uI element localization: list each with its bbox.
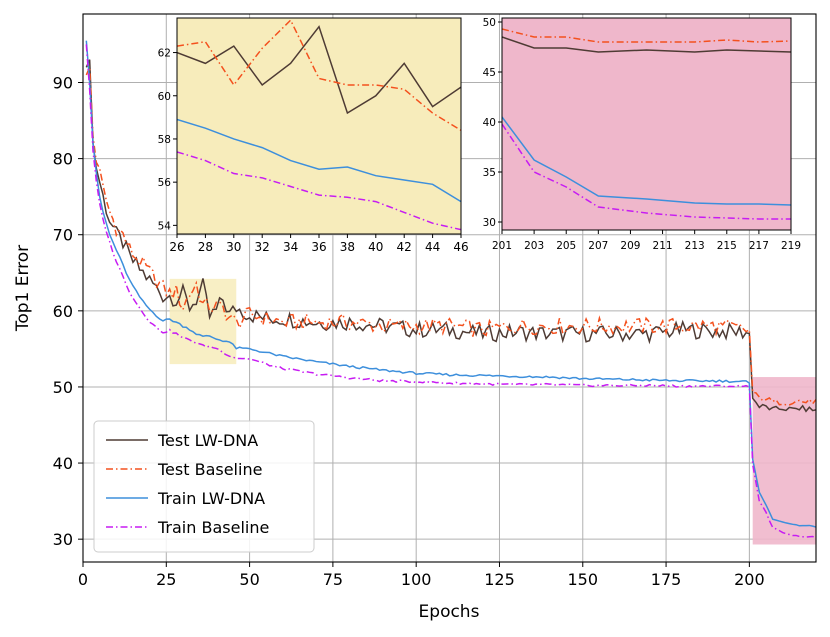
y-axis-label: Top1 Error	[13, 245, 33, 332]
inset-2-background	[502, 18, 791, 230]
inset-1-x-tick-label-30: 30	[226, 240, 241, 254]
inset-2-x-tick-label-203: 203	[524, 240, 544, 252]
inset-early: 26 28 30 32 34 36 38 40 42 44 46 54 56 58 60 62	[158, 17, 469, 254]
series-line-train-lw-dna	[85, 40, 817, 528]
inset-1-x-tick-label-34: 34	[283, 240, 298, 254]
inset-1-y-tick-label-56: 56	[158, 177, 172, 189]
x-tick-label-100: 100	[401, 570, 432, 589]
inset-2-x-tick-label-213: 213	[685, 240, 705, 252]
y-tick-label-30: 30	[53, 530, 73, 549]
inset-1-x-tick-label-28: 28	[198, 240, 213, 254]
inset-1-x-tick-label-36: 36	[311, 240, 326, 254]
inset-1-x-tick-label-32: 32	[255, 240, 270, 254]
legend-entry-test-baseline: Test Baseline	[106, 460, 262, 479]
x-tick-label-25: 25	[156, 570, 176, 589]
inset-2-x-tick-label-209: 209	[620, 240, 640, 252]
main-plot-frame	[82, 13, 817, 563]
x-tick-label-0: 0	[78, 570, 88, 589]
inset-2-y-tick-label-45: 45	[483, 67, 496, 79]
legend-label-train-baseline: Train Baseline	[157, 518, 269, 537]
inset-2-line-train-lw-dna	[502, 116, 791, 206]
inset-1-line-train-lw-dna	[177, 118, 461, 203]
legend-entry-train-baseline: Train Baseline	[106, 518, 269, 537]
y-tick-label-60: 60	[53, 302, 73, 321]
y-tick-label-40: 40	[53, 454, 73, 473]
inset-1-x-tick-label-42: 42	[397, 240, 412, 254]
y-tick-label-70: 70	[53, 226, 73, 245]
x-tick-label-150: 150	[567, 570, 598, 589]
inset-2-x-tick-label-211: 211	[653, 240, 673, 252]
inset-2-x-tick-label-217: 217	[749, 240, 769, 252]
legend-label-train-lw-dna: Train LW-DNA	[157, 489, 265, 508]
inset-2-line-test-lw-dna	[502, 36, 791, 53]
inset-2-x-tick-label-207: 207	[588, 240, 608, 252]
inset-2-y-tick-label-40: 40	[483, 117, 496, 129]
inset-2-y-tick-label-50: 50	[483, 17, 496, 29]
inset-1-line-test-baseline	[177, 18, 461, 131]
inset-1-x-tick-label-26: 26	[169, 240, 184, 254]
inset-1-background	[177, 18, 461, 234]
inset-2-x-tick-label-205: 205	[556, 240, 576, 252]
inset-1-x-tick-label-46: 46	[453, 240, 468, 254]
inset-2-x-tick-label-215: 215	[717, 240, 737, 252]
inset-2-x-tick-label-201: 201	[492, 240, 512, 252]
x-axis-label: Epochs	[419, 602, 480, 622]
inset-2-y-tick-label-30: 30	[483, 217, 496, 229]
inset-2-frame	[501, 17, 792, 231]
series-line-train-baseline	[85, 44, 817, 539]
inset-1-line-test-lw-dna	[177, 25, 461, 115]
y-tick-label-50: 50	[53, 378, 73, 397]
inset-1-y-tick-label-62: 62	[158, 48, 171, 60]
y-tick-label-90: 90	[53, 74, 73, 93]
series-line-test-baseline	[85, 66, 817, 406]
inset-1-y-tick-label-54: 54	[158, 220, 172, 232]
x-tick-label-75: 75	[323, 570, 343, 589]
inset-2-series	[502, 28, 791, 220]
x-tick-label-50: 50	[239, 570, 259, 589]
inset-late: 201 203 205 207 209 211 213 215 217 219 30 35 40 45 50	[483, 17, 801, 252]
main-series	[85, 40, 817, 539]
inset-1-y-tick-label-60: 60	[158, 91, 171, 103]
inset-2-line-train-baseline	[502, 123, 791, 220]
inset-2-y-tick-label-35: 35	[483, 167, 496, 179]
inset-2-x-tick-label-219: 219	[781, 240, 801, 252]
main-ticks: 0 25 50 75 100 125 150 175 200 30 40 50 60 70 80 90	[53, 74, 765, 590]
inset-1-x-tick-label-38: 38	[340, 240, 355, 254]
legend-label-test-lw-dna: Test LW-DNA	[157, 431, 258, 450]
inset-1-line-train-baseline	[177, 151, 461, 231]
inset-1-y-tick-label-58: 58	[158, 134, 171, 146]
zoom-highlight-early	[169, 278, 237, 365]
legend-label-test-baseline: Test Baseline	[157, 460, 262, 479]
legend-entry-train-lw-dna: Train LW-DNA	[106, 489, 265, 508]
inset-1-x-tick-label-44: 44	[425, 240, 440, 254]
x-tick-label-200: 200	[734, 570, 765, 589]
inset-1-series	[177, 18, 461, 231]
y-tick-label-80: 80	[53, 150, 73, 169]
legend: Test LW-DNA Test Baseline Train LW-DNA T…	[93, 420, 315, 553]
inset-2-line-test-baseline	[502, 28, 791, 43]
x-tick-label-175: 175	[651, 570, 682, 589]
legend-entry-test-lw-dna: Test LW-DNA	[106, 431, 258, 450]
x-tick-label-125: 125	[484, 570, 515, 589]
legend-box	[93, 420, 315, 553]
inset-1-x-tick-label-40: 40	[368, 240, 383, 254]
